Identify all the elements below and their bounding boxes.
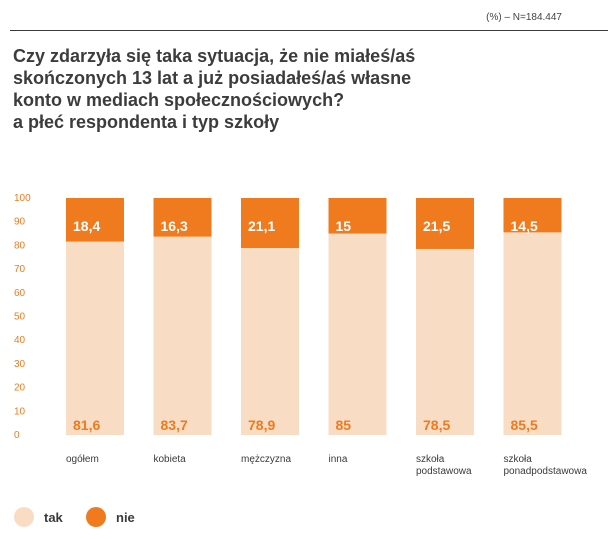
data-label-tak: 78,5 <box>423 417 450 433</box>
title-line-3: konto w mediach społecznościowych? <box>13 90 345 110</box>
bar-segment-tak <box>153 236 212 435</box>
data-label-tak: 85 <box>336 417 352 433</box>
stacked-bar-chart: 0 10 20 30 40 50 60 70 80 90 100 18,4 81,6 ogółem 16,3… <box>14 193 588 477</box>
title-line-2: skończonych 13 lat a już posiadałeś/aś w… <box>13 68 412 88</box>
bar-segment-nie <box>241 198 299 249</box>
bar-segment-tak <box>416 248 474 435</box>
x-tick-label: kobieta <box>154 454 187 465</box>
chart-title: Czy zdarzyła się taka sytuacja, że nie m… <box>13 45 533 133</box>
y-tick-label: 0 <box>14 430 20 441</box>
bar-segment-nie <box>153 198 212 237</box>
data-label-nie: 18,4 <box>73 218 100 234</box>
y-tick-label: 20 <box>14 383 26 394</box>
y-tick-label: 90 <box>14 217 26 228</box>
x-tick-label: mężczyzna <box>241 454 291 465</box>
legend-item-tak: tak <box>14 507 63 527</box>
x-tick-label: szkoła <box>416 454 445 465</box>
y-tick-label: 10 <box>14 406 26 417</box>
data-label-tak: 78,9 <box>248 417 275 433</box>
legend-item-nie: nie <box>86 507 135 527</box>
x-tick-label: szkoła <box>504 454 533 465</box>
y-tick-label: 70 <box>14 264 26 275</box>
title-line-1: Czy zdarzyła się taka sytuacja, że nie m… <box>13 46 416 66</box>
data-label-tak: 85,5 <box>511 417 538 433</box>
data-label-tak: 81,6 <box>73 417 100 433</box>
bar-segment-tak <box>328 233 387 435</box>
x-tick-label: ogółem <box>66 454 99 465</box>
bar-segment-nie <box>66 198 124 242</box>
data-label-nie: 21,1 <box>248 218 275 234</box>
legend-label-nie: nie <box>116 509 135 525</box>
x-tick-label: podstawowa <box>416 466 472 477</box>
data-label-tak: 83,7 <box>161 417 188 433</box>
data-label-nie: 21,5 <box>423 218 450 234</box>
y-tick-label: 60 <box>14 288 26 299</box>
bar-segment-tak <box>66 241 124 435</box>
bar-segment-tak <box>503 232 562 435</box>
bar-segment-nie <box>503 198 562 233</box>
legend-swatch-nie <box>86 507 106 527</box>
y-tick-label: 100 <box>14 193 31 204</box>
bar-segment-tak <box>241 248 299 435</box>
legend-label-tak: tak <box>44 509 63 525</box>
y-tick-label: 50 <box>14 312 26 323</box>
y-tick-label: 80 <box>14 240 26 251</box>
x-tick-label: ponadpodstawowa <box>504 466 588 477</box>
y-tick-label: 40 <box>14 335 26 346</box>
bar-segment-nie <box>416 198 474 249</box>
header-rule <box>10 30 608 31</box>
y-tick-label: 30 <box>14 359 26 370</box>
data-label-nie: 15 <box>336 218 352 234</box>
data-label-nie: 14,5 <box>511 218 538 234</box>
legend-swatch-tak <box>14 507 34 527</box>
sample-size-note: (%) – N=184.447 <box>486 12 562 23</box>
x-tick-label: inna <box>329 454 348 465</box>
data-label-nie: 16,3 <box>161 218 188 234</box>
bar-segment-nie <box>328 198 387 234</box>
title-line-4: a płeć respondenta i typ szkoły <box>13 112 280 132</box>
